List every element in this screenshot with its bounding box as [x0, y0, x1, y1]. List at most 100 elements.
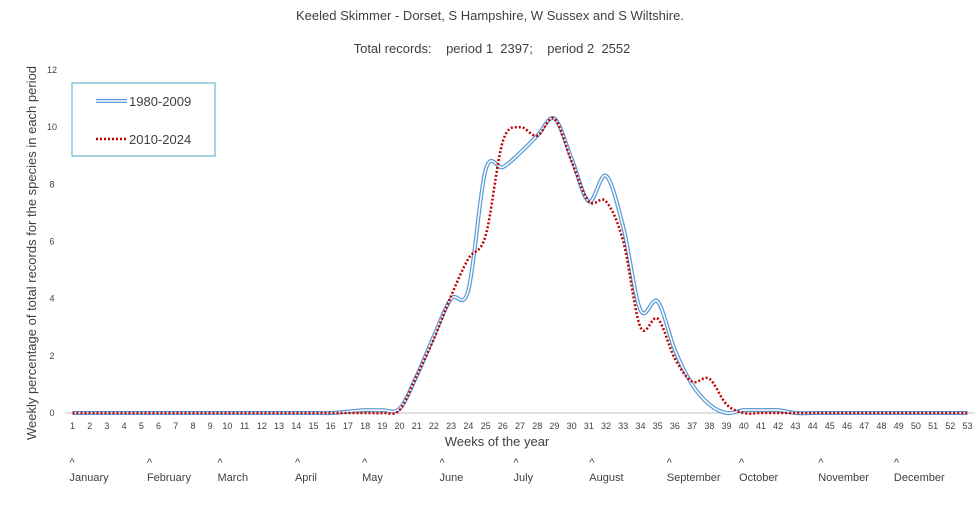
month-marker-caret: ^ — [589, 457, 595, 469]
month-marker-caret: ^ — [894, 457, 900, 469]
x-tick-labels: 1 2 3 4 5 6 7 8 9 10 11 12 13 14 15 16 17 18 19 20 21 22 23 24 2… — [70, 421, 973, 431]
month-label: August — [589, 472, 623, 484]
x-tick-label: 48 — [876, 421, 886, 431]
x-tick-label: 13 — [274, 421, 284, 431]
y-tick-label: 8 — [49, 179, 54, 189]
y-tick-labels: 0 2 4 6 8 10 12 — [47, 65, 57, 418]
x-tick-label: 53 — [962, 421, 972, 431]
month-marker-caret: ^ — [70, 457, 76, 469]
month-marker-caret: ^ — [362, 457, 368, 469]
x-tick-label: 34 — [635, 421, 645, 431]
x-tick-label: 47 — [859, 421, 869, 431]
month-marker-caret: ^ — [147, 457, 153, 469]
x-tick-label: 23 — [446, 421, 456, 431]
x-tick-label: 12 — [257, 421, 267, 431]
y-axis-label: Weekly percentage of total records for t… — [24, 66, 39, 440]
x-tick-label: 41 — [756, 421, 766, 431]
x-tick-label: 46 — [842, 421, 852, 431]
x-tick-label: 31 — [584, 421, 594, 431]
x-tick-label: 44 — [808, 421, 818, 431]
month-label: December — [894, 472, 945, 484]
x-tick-label: 18 — [360, 421, 370, 431]
x-tick-label: 2 — [87, 421, 92, 431]
month-label: September — [667, 472, 721, 484]
series-line-1-inner — [72, 117, 968, 414]
legend-label-series-1: 1980-2009 — [129, 94, 191, 109]
x-tick-label: 20 — [395, 421, 405, 431]
x-tick-label: 7 — [173, 421, 178, 431]
month-label: November — [818, 472, 869, 484]
x-tick-label: 9 — [208, 421, 213, 431]
x-tick-label: 30 — [567, 421, 577, 431]
x-tick-label: 16 — [326, 421, 336, 431]
x-tick-label: 15 — [308, 421, 318, 431]
series-line-1 — [72, 115, 968, 416]
x-tick-label: 22 — [429, 421, 439, 431]
month-marker-caret: ^ — [818, 457, 824, 469]
x-tick-label: 39 — [722, 421, 732, 431]
x-tick-label: 43 — [790, 421, 800, 431]
legend-box — [71, 82, 216, 157]
x-tick-label: 51 — [928, 421, 938, 431]
month-label: February — [147, 472, 192, 484]
x-tick-label: 19 — [377, 421, 387, 431]
month-label: May — [362, 472, 383, 484]
month-marker-caret: ^ — [440, 457, 446, 469]
month-marker-caret: ^ — [667, 457, 673, 469]
x-tick-label: 4 — [122, 421, 127, 431]
x-tick-label: 10 — [222, 421, 232, 431]
x-tick-label: 32 — [601, 421, 611, 431]
y-tick-label: 6 — [49, 237, 54, 247]
x-tick-label: 37 — [687, 421, 697, 431]
x-tick-label: 5 — [139, 421, 144, 431]
y-tick-label: 10 — [47, 122, 57, 132]
y-tick-label: 4 — [49, 294, 54, 304]
series-line-2 — [72, 116, 968, 415]
month-label: June — [440, 472, 464, 484]
x-axis-label: Weeks of the year — [445, 434, 550, 449]
x-tick-label: 27 — [515, 421, 525, 431]
x-tick-label: 38 — [704, 421, 714, 431]
month-label: March — [218, 472, 249, 484]
month-label: January — [70, 472, 110, 484]
x-tick-label: 17 — [343, 421, 353, 431]
month-label: July — [514, 472, 534, 484]
x-tick-label: 35 — [653, 421, 663, 431]
x-tick-label: 26 — [498, 421, 508, 431]
y-tick-label: 12 — [47, 65, 57, 75]
y-tick-label: 2 — [49, 351, 54, 361]
x-tick-label: 3 — [104, 421, 109, 431]
x-tick-label: 50 — [911, 421, 921, 431]
month-marker-caret: ^ — [295, 457, 301, 469]
x-tick-label: 21 — [412, 421, 422, 431]
x-tick-label: 1 — [70, 421, 75, 431]
x-tick-label: 25 — [481, 421, 491, 431]
x-tick-label: 45 — [825, 421, 835, 431]
x-tick-label: 40 — [739, 421, 749, 431]
x-tick-label: 8 — [190, 421, 195, 431]
chart-subtitle: Total records: period 1 2397; period 2 2… — [354, 41, 631, 56]
x-tick-label: 6 — [156, 421, 161, 431]
x-tick-label: 14 — [291, 421, 301, 431]
x-tick-label: 33 — [618, 421, 628, 431]
x-tick-label: 36 — [670, 421, 680, 431]
x-tick-label: 28 — [532, 421, 542, 431]
x-tick-label: 24 — [463, 421, 473, 431]
month-marker-caret: ^ — [739, 457, 745, 469]
month-marker-caret: ^ — [514, 457, 520, 469]
month-label: April — [295, 472, 317, 484]
x-tick-label: 52 — [945, 421, 955, 431]
x-tick-label: 49 — [894, 421, 904, 431]
x-tick-label: 11 — [240, 421, 249, 431]
month-markers: ^ January ^ February ^ March ^ April ^ May ^ June ^ J… — [70, 457, 946, 484]
month-label: October — [739, 472, 778, 484]
legend: 1980-2009 2010-2024 — [71, 82, 216, 157]
x-tick-label: 42 — [773, 421, 783, 431]
chart-title: Keeled Skimmer - Dorset, S Hampshire, W … — [296, 8, 684, 23]
series-layer — [72, 115, 968, 416]
month-marker-caret: ^ — [218, 457, 224, 469]
x-tick-label: 29 — [549, 421, 559, 431]
legend-label-series-2: 2010-2024 — [129, 132, 191, 147]
y-tick-label: 0 — [49, 408, 54, 418]
